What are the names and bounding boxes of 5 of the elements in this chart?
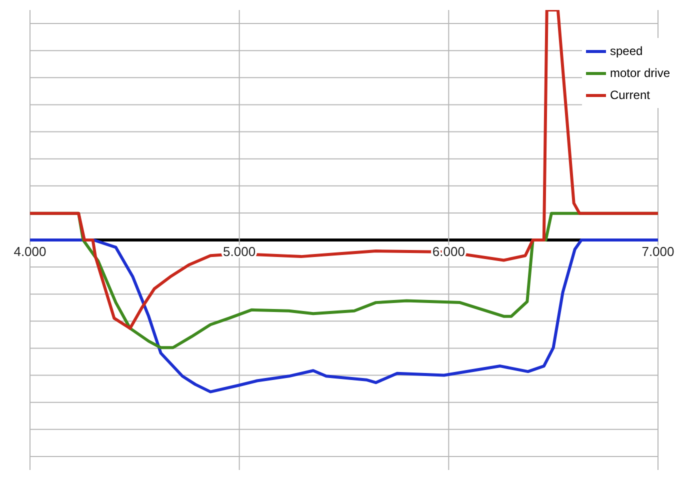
legend-label: motor drive bbox=[610, 66, 670, 80]
legend-label: speed bbox=[610, 44, 643, 58]
x-tick-label: 7.000 bbox=[642, 244, 674, 259]
x-tick-label: 4.000 bbox=[14, 244, 46, 259]
legend-label: Current bbox=[610, 88, 650, 102]
